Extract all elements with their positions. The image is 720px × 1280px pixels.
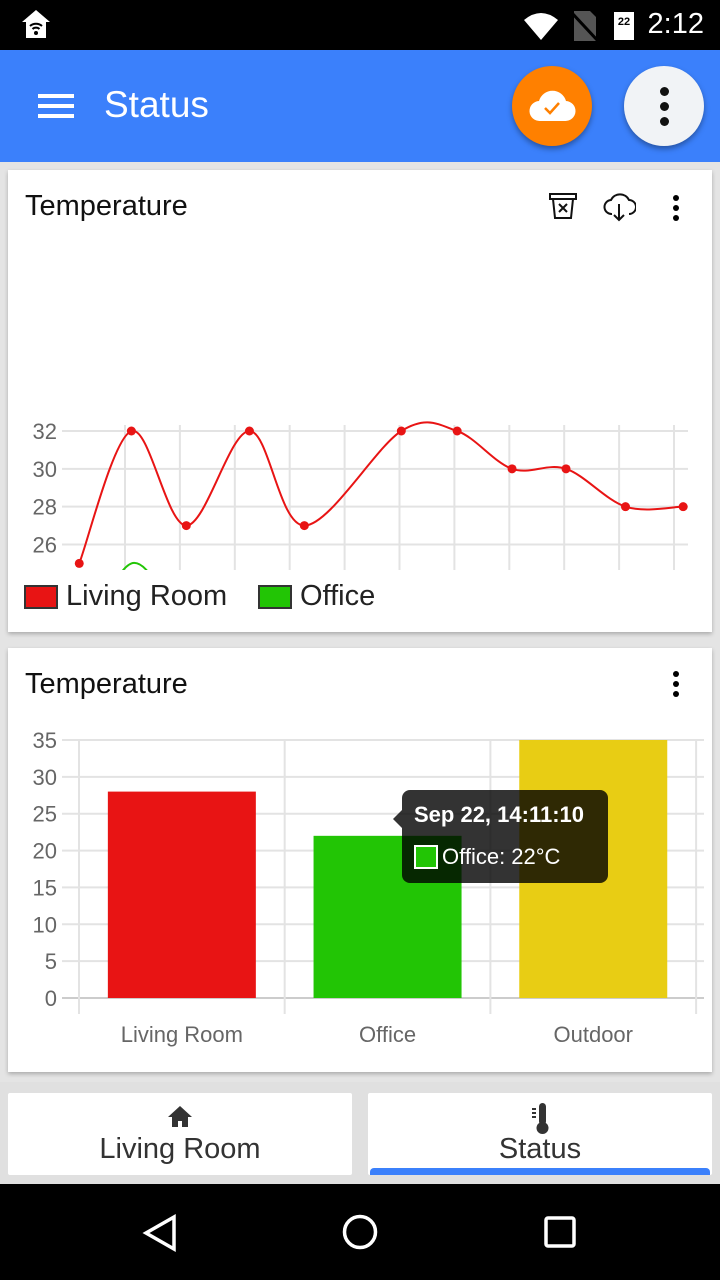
status-bar: 22 2:12 bbox=[0, 0, 720, 50]
card-title: Temperature bbox=[25, 190, 188, 222]
tooltip-swatch bbox=[414, 845, 438, 869]
data-point bbox=[507, 464, 517, 474]
y-tick-label: 30 bbox=[33, 765, 57, 790]
data-point bbox=[621, 502, 631, 512]
y-tick-label: 26 bbox=[33, 533, 57, 558]
y-tick-label: 32 bbox=[33, 419, 57, 444]
legend-swatch bbox=[258, 584, 292, 609]
card-title: Temperature bbox=[25, 668, 188, 700]
y-tick-label: 28 bbox=[33, 495, 57, 520]
tab-label: Status bbox=[498, 1133, 582, 1165]
battery-level: 22 bbox=[617, 16, 631, 28]
data-point bbox=[452, 426, 462, 436]
tab-living-room[interactable]: Living Room bbox=[8, 1093, 352, 1175]
y-tick-label: 25 bbox=[33, 802, 57, 827]
y-tick-label: 10 bbox=[33, 912, 57, 937]
tooltip-body: Office: 22°C bbox=[442, 844, 561, 869]
tooltip-title: Sep 22, 14:11:10 bbox=[414, 802, 585, 827]
wifi-icon bbox=[524, 13, 558, 40]
tab-status[interactable]: Status bbox=[368, 1093, 712, 1175]
data-point bbox=[126, 426, 136, 436]
data-point bbox=[244, 426, 254, 436]
home-wifi-icon bbox=[22, 10, 50, 38]
page-title: Status bbox=[104, 84, 209, 125]
bar-chart: 0 5 10 15 20 25 30 35 Living Room Office Outdoor bbox=[33, 728, 704, 1047]
cloud-sync-button[interactable] bbox=[512, 66, 592, 146]
active-tab-indicator bbox=[370, 1168, 710, 1175]
back-icon[interactable] bbox=[142, 1214, 178, 1252]
x-tick-label: Outdoor bbox=[554, 1022, 634, 1047]
tab-label: Living Room bbox=[99, 1133, 261, 1165]
series-line-office bbox=[122, 562, 148, 570]
data-point bbox=[74, 558, 84, 568]
more-options-button[interactable] bbox=[624, 66, 704, 146]
system-navigation-bar bbox=[0, 1184, 720, 1280]
data-point bbox=[561, 464, 571, 474]
bar-chart-card: Temperature 0 5 10 15 20 25 30 35 Living Room Off… bbox=[8, 648, 712, 1072]
cloud-check-icon bbox=[529, 90, 576, 122]
x-tick-label: Office bbox=[359, 1022, 416, 1047]
no-sim-icon bbox=[572, 11, 598, 41]
x-tick-label: Living Room bbox=[121, 1022, 243, 1047]
home-button-icon[interactable] bbox=[342, 1214, 378, 1250]
card-menu-icon[interactable] bbox=[670, 194, 682, 222]
legend-swatch bbox=[24, 584, 58, 609]
legend-label: Office bbox=[300, 580, 376, 612]
bar-living-room bbox=[107, 791, 256, 998]
y-tick-label: 5 bbox=[45, 949, 57, 974]
chart-tooltip: Sep 22, 14:11:10 Office: 22°C bbox=[393, 790, 608, 883]
y-tick-label: 0 bbox=[45, 986, 57, 1011]
cloud-download-icon[interactable] bbox=[602, 192, 636, 222]
clock: 2:12 bbox=[647, 8, 704, 40]
line-chart-card: Temperature 2022242628303214:0114:0214:0… bbox=[8, 170, 712, 632]
recents-icon[interactable] bbox=[544, 1216, 576, 1248]
data-point bbox=[299, 521, 309, 531]
app-bar: Status bbox=[0, 50, 720, 162]
data-point bbox=[181, 521, 191, 531]
home-icon bbox=[168, 1106, 192, 1127]
legend-item-office[interactable]: Office bbox=[258, 580, 375, 613]
legend-item-living-room[interactable]: Living Room bbox=[24, 580, 227, 613]
data-point bbox=[396, 426, 406, 436]
card-menu-icon[interactable] bbox=[670, 670, 682, 698]
legend-label: Living Room bbox=[66, 580, 228, 612]
y-tick-label: 35 bbox=[33, 728, 57, 753]
y-tick-label: 30 bbox=[33, 457, 57, 482]
menu-icon[interactable] bbox=[38, 94, 74, 118]
battery-icon: 22 bbox=[614, 12, 634, 40]
y-tick-label: 15 bbox=[33, 875, 57, 900]
series-line-living-room bbox=[78, 421, 684, 564]
bottom-navigation: Living Room Status bbox=[0, 1082, 720, 1184]
thermometer-icon bbox=[532, 1103, 549, 1134]
delete-icon[interactable] bbox=[548, 192, 578, 220]
y-tick-label: 20 bbox=[33, 839, 57, 864]
line-chart: 2022242628303214:0114:0214:0314:0414:051… bbox=[33, 419, 688, 570]
data-point bbox=[678, 502, 688, 512]
